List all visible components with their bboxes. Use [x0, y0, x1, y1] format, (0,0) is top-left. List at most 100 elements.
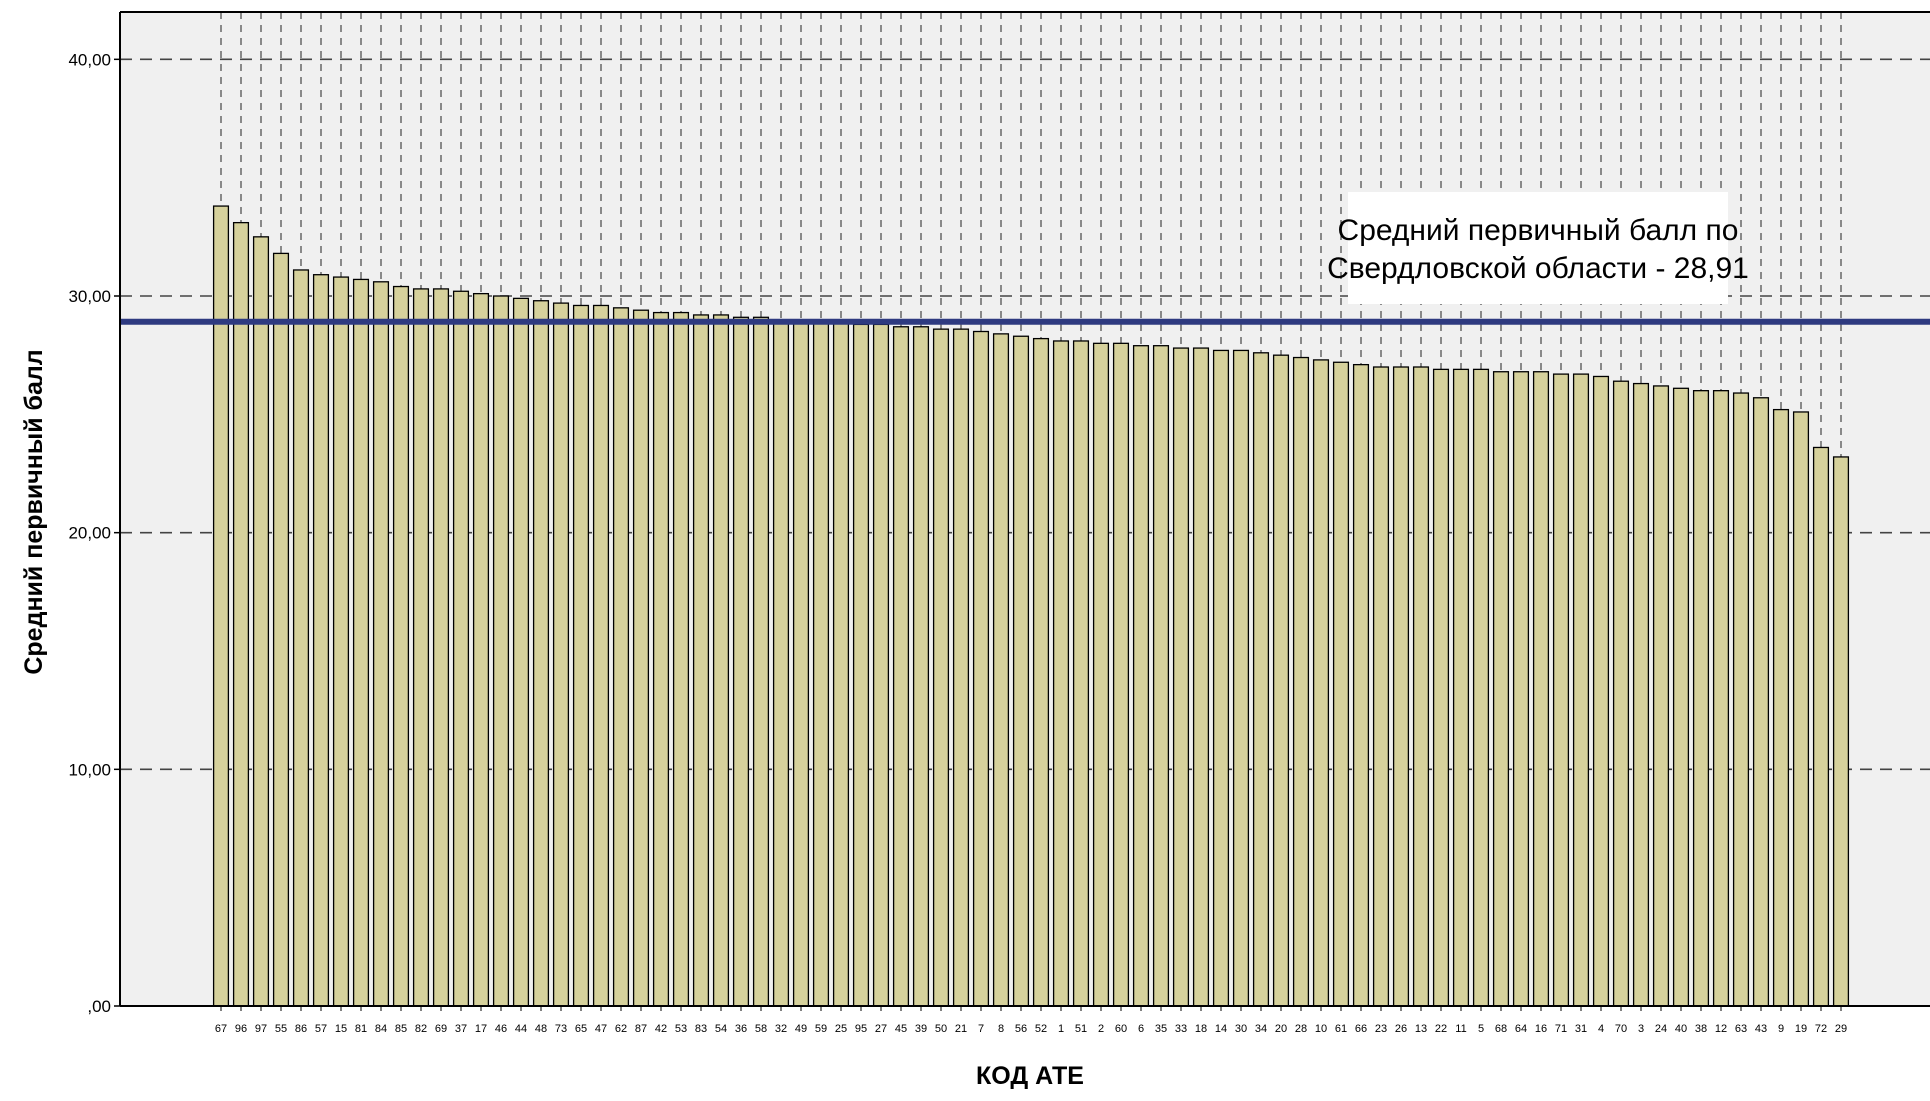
x-tick-label-97: 97	[255, 1023, 267, 1035]
bar-19	[1792, 411, 1810, 1007]
reference-label-line2: Свердловской области - 28,91	[1327, 252, 1749, 285]
axes	[119, 11, 1930, 1007]
x-tick-label-22: 22	[1435, 1023, 1447, 1035]
x-tick-label-21: 21	[955, 1023, 967, 1035]
x-tick-label-69: 69	[435, 1023, 447, 1035]
x-tick-label-71: 71	[1555, 1023, 1567, 1035]
x-tick-label-68: 68	[1495, 1023, 1507, 1035]
bar-9	[1772, 408, 1790, 1007]
bar-35	[1152, 345, 1170, 1007]
bar-63	[1732, 392, 1750, 1007]
x-tick-label-12: 12	[1715, 1023, 1727, 1035]
x-tick-label-15: 15	[335, 1023, 347, 1035]
bar-28	[1292, 356, 1310, 1007]
bar-22	[1432, 368, 1450, 1007]
x-tick-label-17: 17	[475, 1023, 487, 1035]
x-tick-label-28: 28	[1295, 1023, 1307, 1035]
bar-45	[892, 326, 910, 1007]
bar-30	[1232, 349, 1250, 1007]
y-tick-label-3: 30,00	[68, 287, 111, 306]
x-tick-label-31: 31	[1575, 1023, 1587, 1035]
bar-68	[1492, 371, 1510, 1007]
bars	[212, 205, 1850, 1007]
bar-82	[412, 288, 430, 1007]
bar-97	[252, 236, 270, 1007]
x-tick-label-29: 29	[1835, 1023, 1847, 1035]
bar-12	[1712, 390, 1730, 1007]
x-tick-label-40: 40	[1675, 1023, 1687, 1035]
bar-72	[1812, 446, 1830, 1007]
bar-81	[352, 278, 370, 1007]
bar-69	[432, 288, 450, 1007]
bar-65	[572, 304, 590, 1007]
x-tick-label-72: 72	[1815, 1023, 1827, 1035]
x-tick-labels: 67 96 97 55 86 57 15 81 84 85 82 69 37 17 46 44 48 73 65 47…	[215, 1006, 1847, 1035]
bar-43	[1752, 397, 1770, 1007]
x-tick-label-43: 43	[1755, 1023, 1767, 1035]
x-tick-label-37: 37	[455, 1023, 467, 1035]
x-tick-label-1: 1	[1058, 1023, 1064, 1035]
y-tick-label-0: ,00	[87, 997, 111, 1016]
x-tick-label-20: 20	[1275, 1023, 1287, 1035]
bar-36	[732, 316, 750, 1007]
x-tick-label-5: 5	[1478, 1023, 1484, 1035]
bar-38	[1692, 390, 1710, 1007]
bar-53	[672, 311, 690, 1007]
bar-15	[332, 276, 350, 1007]
bar-59	[812, 321, 830, 1007]
x-tick-label-62: 62	[615, 1023, 627, 1035]
x-tick-label-82: 82	[415, 1023, 427, 1035]
x-tick-label-64: 64	[1515, 1023, 1527, 1035]
bar-58	[752, 316, 770, 1007]
y-tick-labels: ,00 10,00 20,00 30,00 40,00	[68, 50, 120, 1016]
bar-66	[1352, 363, 1370, 1007]
x-tick-label-11: 11	[1455, 1023, 1466, 1035]
x-tick-label-60: 60	[1115, 1023, 1127, 1035]
bar-33	[1172, 347, 1190, 1007]
bar-55	[272, 252, 290, 1007]
bar-32	[772, 319, 790, 1007]
bar-34	[1252, 352, 1270, 1007]
x-tick-label-50: 50	[935, 1023, 947, 1035]
bar-5	[1472, 368, 1490, 1007]
x-tick-label-86: 86	[295, 1023, 307, 1035]
bar-7	[972, 330, 990, 1007]
x-tick-label-81: 81	[355, 1023, 367, 1035]
x-tick-label-33: 33	[1175, 1023, 1187, 1035]
x-tick-label-24: 24	[1655, 1023, 1667, 1035]
reference-label-line1: Средний первичный балл по	[1338, 214, 1739, 247]
bar-24	[1652, 385, 1670, 1007]
x-tick-label-23: 23	[1375, 1023, 1387, 1035]
bar-31	[1572, 373, 1590, 1007]
y-axis-title: Средний первичный балл	[20, 349, 48, 674]
bar-85	[392, 285, 410, 1007]
x-tick-label-70: 70	[1615, 1023, 1627, 1035]
x-tick-label-26: 26	[1395, 1023, 1407, 1035]
bar-8	[992, 333, 1010, 1007]
bar-25	[832, 321, 850, 1007]
bar-73	[552, 302, 570, 1007]
x-tick-label-32: 32	[775, 1023, 787, 1035]
x-tick-label-95: 95	[855, 1023, 867, 1035]
x-tick-label-52: 52	[1035, 1023, 1047, 1035]
x-tick-label-45: 45	[895, 1023, 907, 1035]
x-tick-label-35: 35	[1155, 1023, 1167, 1035]
x-tick-label-46: 46	[495, 1023, 507, 1035]
x-tick-label-65: 65	[575, 1023, 587, 1035]
x-tick-label-16: 16	[1535, 1023, 1547, 1035]
x-tick-label-73: 73	[555, 1023, 567, 1035]
x-tick-label-53: 53	[675, 1023, 687, 1035]
bar-26	[1392, 366, 1410, 1007]
bar-18	[1192, 347, 1210, 1007]
bar-47	[592, 304, 610, 1007]
bar-3	[1632, 382, 1650, 1007]
bar-13	[1412, 366, 1430, 1007]
x-tick-label-8: 8	[998, 1023, 1004, 1035]
x-tick-label-49: 49	[795, 1023, 807, 1035]
bar-87	[632, 309, 650, 1007]
x-tick-label-47: 47	[595, 1023, 607, 1035]
x-tick-label-59: 59	[815, 1023, 827, 1035]
x-tick-label-2: 2	[1098, 1023, 1104, 1035]
bar-1	[1052, 340, 1070, 1007]
